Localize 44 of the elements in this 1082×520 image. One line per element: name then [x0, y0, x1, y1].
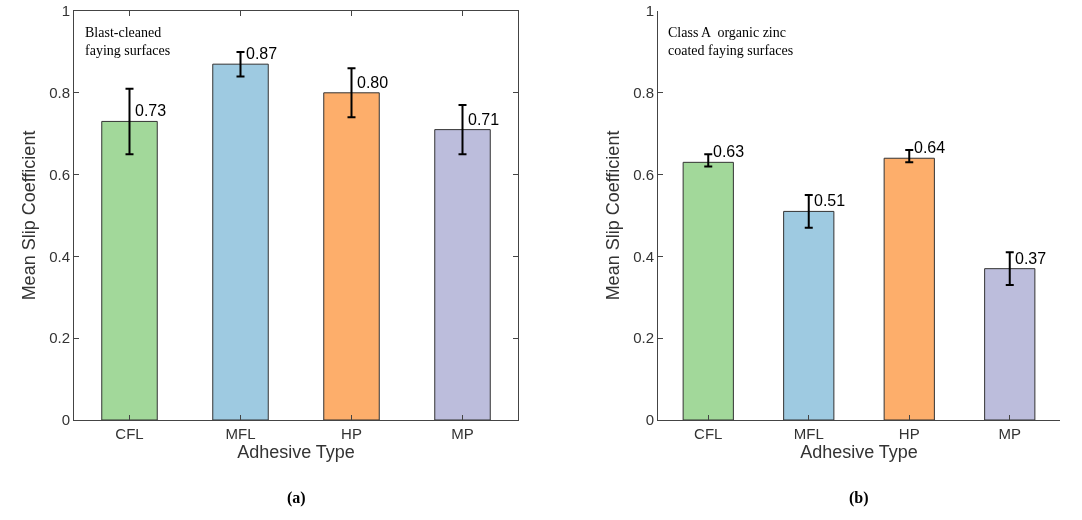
data-label: 0.71 — [468, 111, 500, 128]
x-tick-label: MFL — [225, 425, 256, 442]
bar — [323, 92, 380, 420]
bar — [984, 268, 1036, 420]
y-tick-label: 0.6 — [633, 165, 654, 183]
y-tick-label: 0.4 — [633, 247, 654, 265]
x-tick-label: CFL — [115, 425, 144, 442]
y-tick-label: 0.6 — [49, 165, 70, 183]
y-tick-label: 0.8 — [49, 84, 70, 102]
data-label: 0.73 — [135, 102, 167, 119]
x-tick-label: MP — [998, 425, 1021, 442]
data-label: 0.87 — [246, 45, 278, 62]
y-tick-label: 0.4 — [49, 247, 70, 265]
x-axis-title: Adhesive Type — [800, 442, 918, 463]
annotation: Class A organic zinc coated faying surfaces — [668, 25, 794, 59]
x-tick-label: CFL — [694, 425, 723, 442]
y-axis-title: Mean Slip Coefficient — [19, 130, 40, 301]
y-tick-label: 1 — [645, 2, 654, 20]
data-label: 0.63 — [713, 143, 745, 160]
data-label: 0.80 — [357, 74, 389, 91]
annotation: Blast-cleaned faying surfaces — [85, 25, 171, 59]
x-tick-label: MFL — [793, 425, 824, 442]
bar — [682, 161, 734, 420]
y-tick-label: 1 — [61, 2, 70, 20]
data-label: 0.37 — [1015, 250, 1047, 267]
y-tick-label: 0.2 — [633, 329, 654, 347]
bar — [783, 210, 835, 420]
bar — [434, 129, 491, 420]
data-label: 0.51 — [814, 192, 846, 209]
y-tick-label: 0.2 — [49, 329, 70, 347]
bar — [212, 63, 269, 420]
text: (a) — [287, 489, 306, 507]
y-tick-label: 0 — [645, 411, 654, 429]
bar — [101, 120, 158, 420]
bar — [883, 157, 935, 420]
x-tick-label: HP — [341, 425, 362, 442]
x-tick-label: HP — [898, 425, 920, 442]
y-axis-title: Mean Slip Coefficient — [603, 130, 624, 301]
text: (b) — [849, 489, 869, 507]
y-tick-label: 0.8 — [633, 84, 654, 102]
x-tick-label: MP — [451, 425, 474, 442]
y-tick-label: 0 — [61, 411, 70, 429]
x-axis-title: Adhesive Type — [237, 442, 355, 463]
data-label: 0.64 — [914, 139, 946, 156]
